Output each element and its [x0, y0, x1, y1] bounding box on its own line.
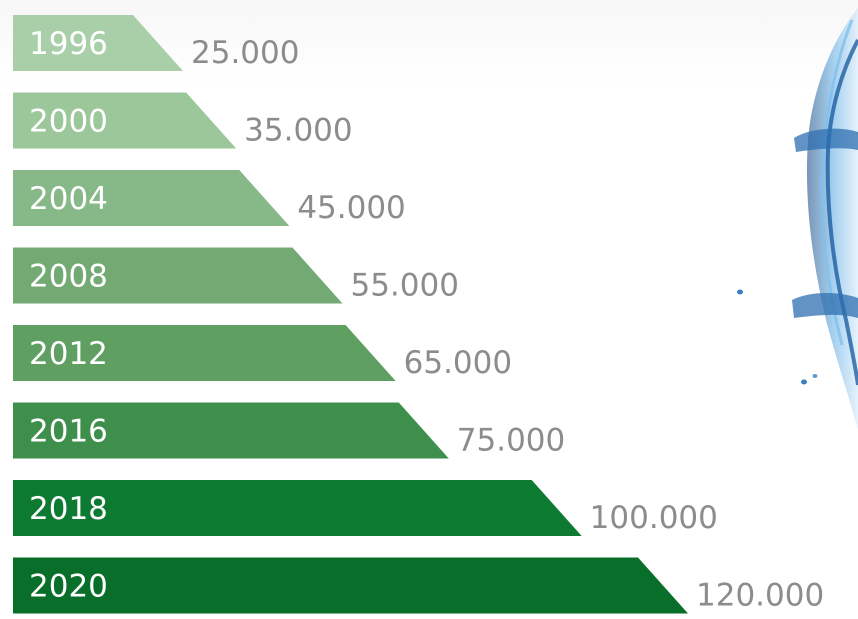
value-label-2004: 45.000	[297, 190, 405, 226]
bar-1996	[13, 15, 183, 71]
bar-group-2000: 2000 35.000	[13, 92, 353, 149]
category-label-2020: 2020	[29, 569, 108, 605]
category-label-2018: 2018	[29, 491, 108, 527]
bar-2018	[13, 480, 582, 536]
value-label-1996: 25.000	[191, 35, 299, 71]
category-label-2004: 2004	[29, 181, 108, 217]
bar-2020	[13, 557, 688, 614]
category-label-2016: 2016	[29, 414, 108, 450]
water-splash-image	[737, 8, 858, 430]
value-label-2020: 120.000	[696, 578, 824, 614]
category-label-2000: 2000	[29, 104, 108, 140]
value-label-2012: 65.000	[404, 345, 512, 381]
category-label-1996: 1996	[29, 26, 108, 62]
bar-2004	[13, 170, 290, 226]
bar-group-2020: 2020 120.000	[13, 557, 824, 614]
category-label-2012: 2012	[29, 336, 108, 372]
bar-group-2018: 2018 100.000	[13, 480, 718, 536]
bar-group-2008: 2008 55.000	[13, 247, 459, 304]
value-label-2008: 55.000	[350, 268, 458, 304]
bar-group-2004: 2004 45.000	[13, 170, 406, 226]
category-label-2008: 2008	[29, 259, 108, 295]
value-label-2016: 75.000	[457, 423, 565, 459]
bar-2012	[13, 325, 396, 381]
bar-2000	[13, 92, 237, 149]
bar-group-1996: 1996 25.000	[13, 15, 299, 71]
bar-2008	[13, 247, 343, 304]
value-label-2018: 100.000	[590, 500, 718, 536]
bar-2016	[13, 402, 449, 459]
bar-group-2016: 2016 75.000	[13, 402, 565, 459]
bar-group-2012: 2012 65.000	[13, 325, 512, 381]
value-label-2000: 35.000	[244, 113, 352, 149]
